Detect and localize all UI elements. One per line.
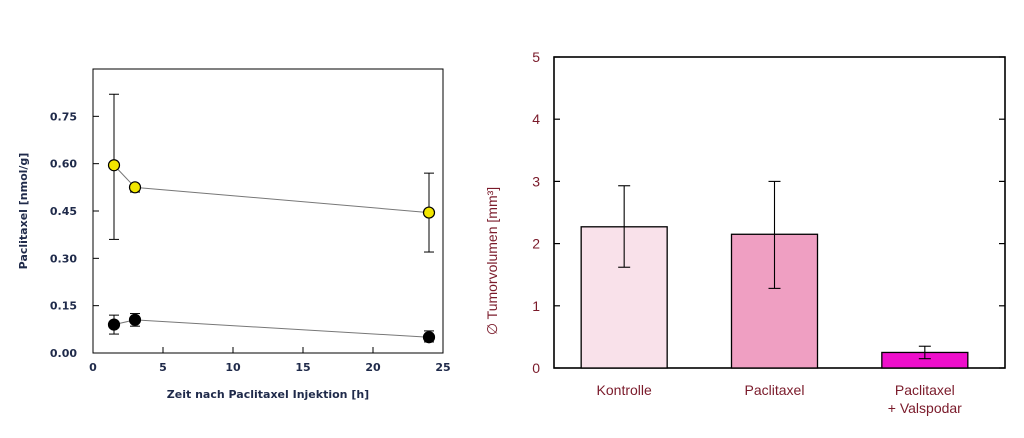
left-data-point — [128, 313, 142, 326]
left-data-point — [107, 318, 121, 331]
right-y-axis-label: ∅ Tumorvolumen [mm³] — [484, 187, 500, 335]
left-series-0 — [107, 93, 436, 253]
left-x-tick-label: 0 — [89, 361, 97, 374]
right-bar-group — [580, 185, 668, 369]
left-y-tick-label: 0.60 — [50, 158, 77, 171]
left-x-tick-label: 10 — [225, 361, 241, 374]
left-x-axis-label: Zeit nach Paclitaxel Injektion [h] — [167, 388, 369, 401]
right-y-tick-label: 1 — [532, 298, 540, 314]
right-bar-group — [730, 180, 819, 369]
left-plot-frame — [92, 68, 444, 354]
left-y-tick-label: 0.00 — [50, 347, 77, 360]
right-bar-group — [881, 345, 969, 369]
left-x-ticks: 0 5 10 15 20 25 — [89, 347, 451, 374]
right-y-tick-label: 3 — [532, 173, 540, 189]
right-category-label-line2: + Valspodar — [888, 400, 962, 416]
left-x-tick-label: 25 — [435, 361, 450, 374]
left-series-1 — [107, 313, 436, 344]
left-y-tick-label: 0.30 — [50, 252, 77, 265]
right-category-label: Paclitaxel — [745, 382, 805, 398]
right-category-labels: Kontrolle Paclitaxel Paclitaxel + Valspodar — [597, 382, 963, 416]
right-y-tick-label: 2 — [532, 236, 540, 252]
right-bars — [580, 180, 969, 369]
left-data-point — [107, 159, 121, 172]
left-x-tick-label: 15 — [295, 361, 310, 374]
right-category-label: Paclitaxel — [895, 382, 955, 398]
left-y-tick-label: 0.75 — [50, 110, 77, 123]
left-series-line — [113, 319, 430, 338]
left-y-tick-label: 0.15 — [50, 300, 77, 313]
left-data-point — [422, 331, 436, 344]
left-y-axis-label: Paclitaxel [nmol/g] — [17, 153, 30, 270]
left-x-tick-label: 5 — [159, 361, 167, 374]
left-y-tick-label: 0.45 — [50, 205, 77, 218]
left-data-point — [422, 206, 436, 219]
left-y-ticks: 0.00 0.15 0.30 0.45 0.60 0.75 — [50, 110, 99, 360]
left-data-point — [128, 181, 142, 194]
left-series — [107, 93, 436, 344]
left-chart: 0 5 10 15 20 25 0.00 0.15 0.30 0.45 0.60 0.75 Zeit… — [17, 68, 451, 401]
right-category-label: Kontrolle — [597, 382, 652, 398]
right-y-tick-label: 4 — [532, 111, 540, 127]
right-y-tick-label: 0 — [532, 360, 540, 376]
right-chart: 0 1 2 3 4 5 Kontrolle Paclitaxel Paclitaxel + Va… — [484, 49, 1006, 416]
left-series-line — [113, 164, 430, 214]
left-x-tick-label: 20 — [365, 361, 381, 374]
right-y-ticks: 0 1 2 3 4 5 — [532, 49, 1005, 376]
right-y-tick-label: 5 — [532, 49, 540, 65]
